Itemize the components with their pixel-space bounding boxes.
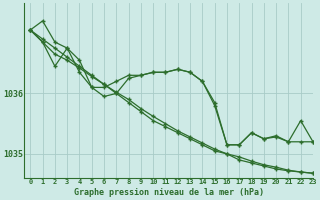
X-axis label: Graphe pression niveau de la mer (hPa): Graphe pression niveau de la mer (hPa)	[74, 188, 264, 197]
